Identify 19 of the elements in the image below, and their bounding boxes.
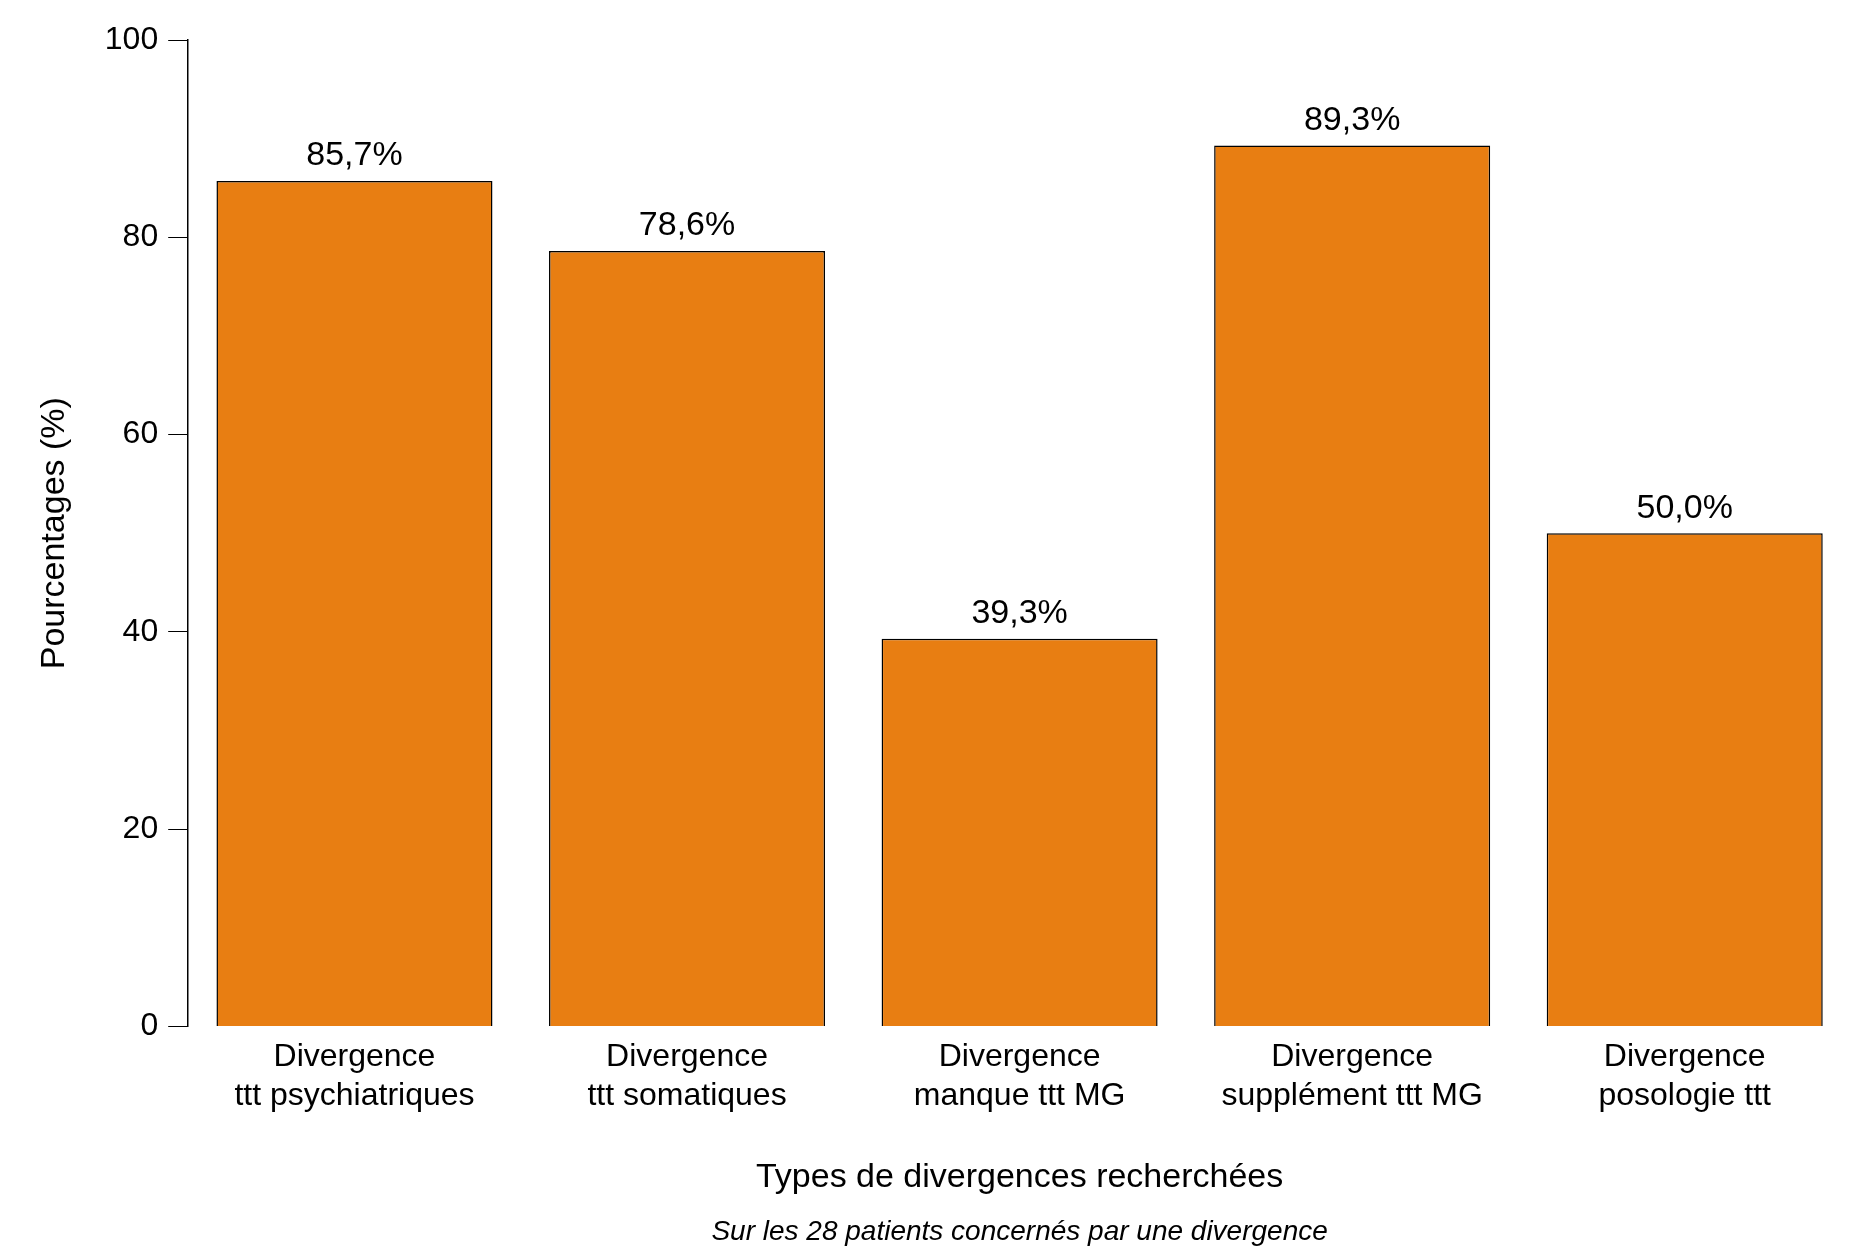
- y-axis-title: Pourcentages (%): [32, 397, 71, 670]
- data-label: 85,7%: [306, 134, 403, 173]
- x-axis-title: Types de divergences recherchées: [755, 1155, 1284, 1194]
- y-tick-label: 0: [140, 1006, 159, 1043]
- y-tick-label: 100: [104, 19, 159, 56]
- x-tick-label: Divergence ttt somatiques: [587, 1037, 787, 1112]
- data-label: 89,3%: [1303, 98, 1401, 137]
- y-tick-label: 20: [122, 808, 159, 845]
- x-tick-label: Divergence manque ttt MG: [913, 1037, 1126, 1112]
- x-tick-label: Divergence supplément ttt MG: [1221, 1037, 1483, 1112]
- y-tick-label: 40: [122, 611, 159, 648]
- text: Sur les 28 patients concernés par une divergence: [711, 1214, 1328, 1246]
- y-tick-label: 80: [122, 217, 159, 254]
- data-label: 39,3%: [971, 592, 1068, 631]
- x-tick-label: Divergence posologie ttt: [1598, 1037, 1772, 1112]
- data-label: 50,0%: [1636, 486, 1733, 525]
- y-tick-label: 60: [122, 414, 159, 451]
- data-label: 78,6%: [638, 204, 736, 243]
- x-tick-label: Divergence ttt psychiatriques: [234, 1037, 475, 1112]
